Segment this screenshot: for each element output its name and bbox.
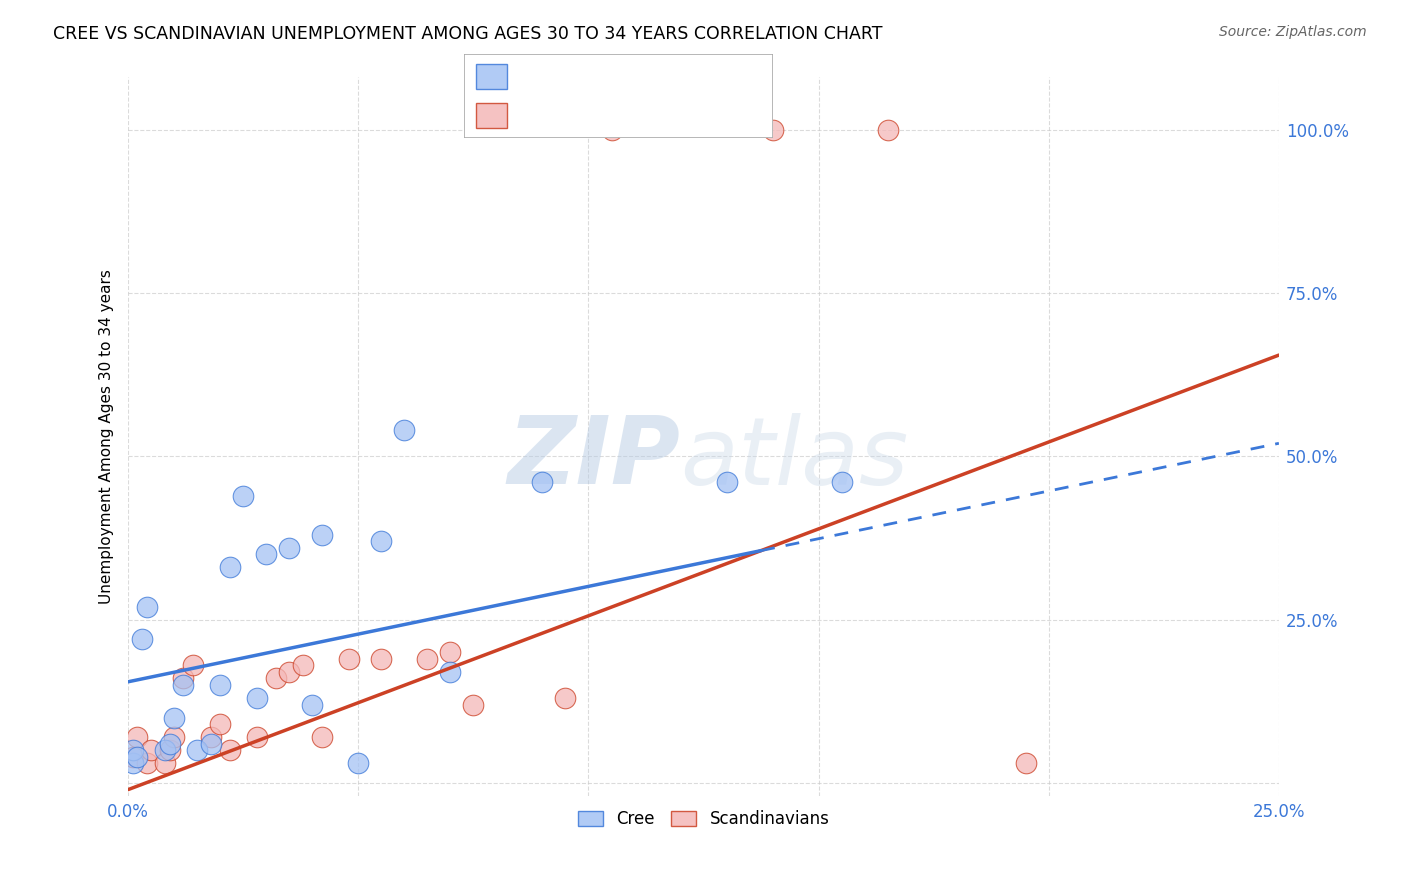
Text: atlas: atlas — [681, 413, 908, 504]
Point — [1015, 756, 1038, 771]
Text: N =: N = — [640, 68, 678, 86]
Text: Source: ZipAtlas.com: Source: ZipAtlas.com — [1219, 25, 1367, 39]
Point — [218, 560, 240, 574]
Point — [554, 691, 576, 706]
Point — [181, 658, 204, 673]
Point — [186, 743, 208, 757]
Point — [416, 652, 439, 666]
Point — [311, 731, 333, 745]
Point — [439, 645, 461, 659]
Point — [200, 737, 222, 751]
Point — [209, 717, 232, 731]
Point — [200, 731, 222, 745]
Text: CREE VS SCANDINAVIAN UNEMPLOYMENT AMONG AGES 30 TO 34 YEARS CORRELATION CHART: CREE VS SCANDINAVIAN UNEMPLOYMENT AMONG … — [53, 25, 883, 43]
Text: 26: 26 — [686, 68, 710, 86]
Point — [301, 698, 323, 712]
Point — [163, 711, 186, 725]
Point — [121, 750, 143, 764]
Point — [439, 665, 461, 679]
Point — [127, 750, 149, 764]
FancyBboxPatch shape — [477, 63, 508, 89]
FancyBboxPatch shape — [477, 103, 508, 128]
Point — [463, 698, 485, 712]
Point — [153, 756, 176, 771]
Point — [337, 652, 360, 666]
Point — [172, 672, 194, 686]
Point — [172, 678, 194, 692]
Point — [531, 475, 554, 490]
Point — [292, 658, 315, 673]
Point — [370, 534, 392, 549]
Point — [278, 541, 301, 555]
Point — [311, 528, 333, 542]
Point — [716, 475, 738, 490]
FancyBboxPatch shape — [464, 54, 773, 138]
Text: 0.313: 0.313 — [569, 68, 621, 86]
Point — [131, 632, 153, 647]
Point — [876, 122, 898, 136]
Point — [762, 122, 785, 136]
Text: R =: R = — [516, 68, 553, 86]
Point — [209, 678, 232, 692]
Point — [121, 756, 143, 771]
Text: 27: 27 — [686, 106, 710, 124]
Point — [218, 743, 240, 757]
Point — [264, 672, 287, 686]
Text: ZIP: ZIP — [508, 412, 681, 504]
Point — [347, 756, 370, 771]
Y-axis label: Unemployment Among Ages 30 to 34 years: Unemployment Among Ages 30 to 34 years — [100, 269, 114, 604]
Point — [831, 475, 853, 490]
Point — [127, 731, 149, 745]
Point — [278, 665, 301, 679]
Point — [135, 599, 157, 614]
Legend: Cree, Scandinavians: Cree, Scandinavians — [571, 803, 837, 835]
Point — [246, 731, 269, 745]
Point — [370, 652, 392, 666]
Point — [254, 547, 277, 561]
Point — [159, 737, 181, 751]
Point — [394, 423, 416, 437]
Text: N =: N = — [640, 106, 678, 124]
Point — [600, 122, 623, 136]
Point — [153, 743, 176, 757]
Text: 0.547: 0.547 — [569, 106, 621, 124]
Point — [246, 691, 269, 706]
Text: R =: R = — [516, 106, 553, 124]
Point — [135, 756, 157, 771]
Point — [121, 743, 143, 757]
Point — [141, 743, 163, 757]
Point — [163, 731, 186, 745]
Point — [232, 489, 254, 503]
Point — [159, 743, 181, 757]
